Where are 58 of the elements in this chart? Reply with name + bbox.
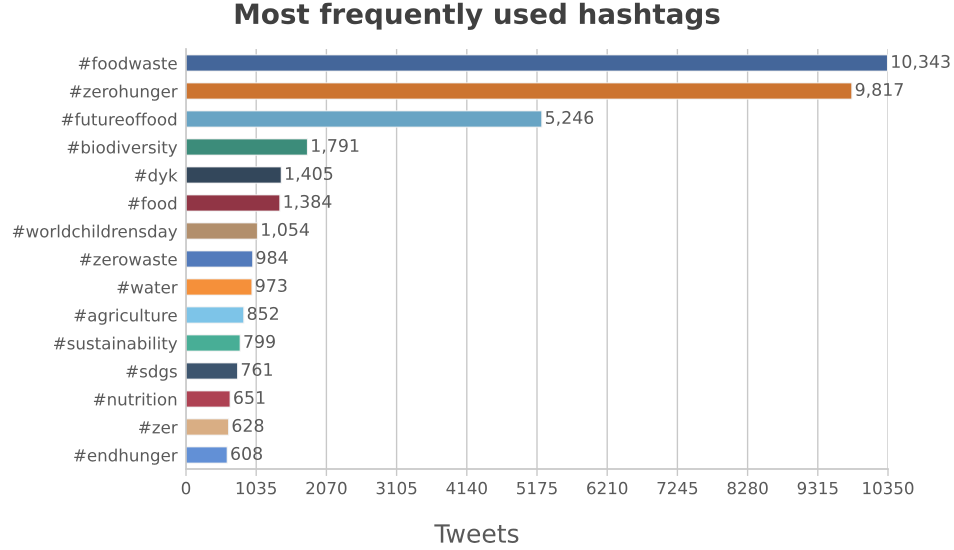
y-tick-label: #sustainability bbox=[54, 336, 178, 353]
data-label: 1,054 bbox=[262, 222, 309, 238]
bar bbox=[186, 138, 308, 156]
data-label: 10,343 bbox=[892, 54, 950, 70]
x-tick-label: 2070 bbox=[306, 482, 346, 494]
y-tick-label: #biodiversity bbox=[68, 140, 178, 157]
bar bbox=[186, 446, 228, 464]
x-tick-label: 7245 bbox=[658, 482, 698, 494]
y-tick-label: #dyk bbox=[134, 168, 178, 185]
x-tick-label: 0 bbox=[182, 482, 190, 494]
bar bbox=[186, 166, 282, 184]
data-label: 9,817 bbox=[856, 82, 903, 98]
data-label: 628 bbox=[232, 418, 264, 432]
x-tick-label: 3105 bbox=[376, 482, 416, 494]
bar bbox=[186, 418, 230, 436]
data-label: 852 bbox=[248, 306, 278, 320]
bar bbox=[186, 222, 258, 240]
bar bbox=[186, 306, 244, 324]
data-label: 1,405 bbox=[286, 166, 332, 182]
data-label: 651 bbox=[234, 390, 264, 404]
data-label: 1,384 bbox=[284, 194, 332, 210]
data-label: 799 bbox=[244, 334, 275, 348]
y-tick-label: #zerowaste bbox=[80, 253, 177, 266]
bar bbox=[186, 54, 888, 72]
y-tick-label: #nutrition bbox=[94, 392, 176, 406]
bar bbox=[186, 278, 253, 296]
data-label: 984 bbox=[256, 250, 288, 264]
x-tick-label: 5175 bbox=[517, 482, 557, 494]
y-tick-label: #water bbox=[118, 281, 178, 294]
x-tick-label: 8280 bbox=[728, 482, 768, 494]
y-tick-label: #foodwaste bbox=[78, 56, 177, 70]
data-label: 761 bbox=[242, 362, 272, 376]
x-axis-title: Tweets bbox=[434, 524, 518, 543]
bar bbox=[186, 390, 231, 408]
bar bbox=[186, 250, 254, 268]
x-tick-label: 4140 bbox=[446, 482, 487, 494]
y-tick-label: #futureoffood bbox=[62, 112, 176, 126]
x-tick-label: 6210 bbox=[587, 482, 628, 494]
data-label: 608 bbox=[231, 446, 262, 460]
data-label: 973 bbox=[256, 278, 287, 292]
bar bbox=[186, 334, 241, 352]
chart-title: Most frequently used hashtags bbox=[236, 2, 720, 30]
bar bbox=[186, 82, 852, 100]
data-label: 1,791 bbox=[312, 138, 358, 154]
y-tick-label: #endhunger bbox=[74, 448, 178, 465]
x-tick-label: 9315 bbox=[798, 482, 838, 494]
data-label: 5,246 bbox=[546, 110, 594, 126]
bar bbox=[186, 110, 542, 128]
y-tick-label: #agriculture bbox=[74, 308, 177, 325]
y-tick-label: #zer bbox=[139, 421, 178, 434]
bar bbox=[186, 362, 238, 380]
y-tick-label: #food bbox=[128, 196, 176, 210]
y-tick-label: #zerohunger bbox=[70, 84, 178, 101]
bar bbox=[186, 194, 280, 212]
y-tick-label: #sdgs bbox=[126, 364, 177, 381]
x-tick-label: 1035 bbox=[236, 482, 276, 494]
y-tick-label: #worldchildrensday bbox=[12, 224, 178, 241]
x-tick-label: 10350 bbox=[863, 482, 914, 494]
